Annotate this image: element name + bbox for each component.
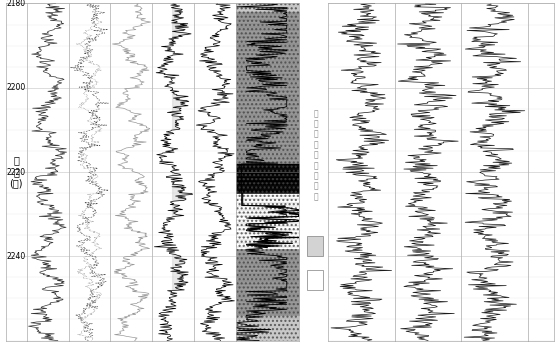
Text: 2240: 2240 xyxy=(7,252,26,261)
Text: 2180: 2180 xyxy=(7,0,26,8)
Text: 深
度
(米): 深 度 (米) xyxy=(10,155,23,189)
Text: 2200: 2200 xyxy=(7,83,26,92)
Bar xyxy=(307,236,323,256)
Text: 2220: 2220 xyxy=(7,168,26,176)
Bar xyxy=(307,270,323,290)
Text: 斯
通
利
波
能
量
损
失
率: 斯 通 利 波 能 量 损 失 率 xyxy=(314,109,319,201)
